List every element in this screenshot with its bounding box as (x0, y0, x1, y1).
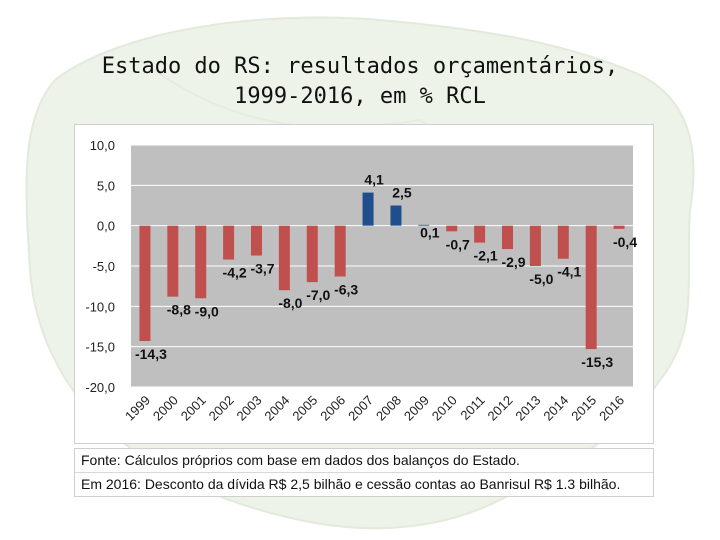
bar-2003 (251, 225, 262, 256)
x-tick-label-2010: 2010 (429, 393, 460, 424)
x-tick-label-2011: 2011 (457, 393, 487, 423)
data-label-2012: -2,9 (501, 254, 525, 270)
data-label-2010: -0,7 (446, 236, 470, 252)
data-label-2005: -7,0 (306, 287, 330, 303)
x-tick-label-2013: 2013 (512, 393, 543, 424)
x-tick-label-2003: 2003 (234, 393, 265, 424)
data-label-2004: -8,0 (278, 295, 302, 311)
data-label-2016: -0,4 (613, 234, 637, 250)
page-title: Estado do RS: resultados orçamentários, … (40, 52, 680, 112)
data-label-2013: -5,0 (529, 271, 553, 287)
x-tick-label-2001: 2001 (178, 393, 209, 424)
y-tick-label: -10,0 (85, 299, 115, 314)
bar-2013 (529, 225, 541, 266)
footnotes-table: Fonte: Cálculos próprios com base em dad… (74, 448, 654, 497)
x-tick-label-2000: 2000 (150, 393, 181, 424)
data-label-2001: -9,0 (195, 303, 219, 319)
y-tick-label: -20,0 (85, 380, 115, 395)
x-tick-label-2016: 2016 (596, 393, 627, 424)
bar-chart: 10,0 5,0 0,0 -5,0 -10,0 -15,0 -20,0 -14,3 -8,8 -9… (85, 138, 637, 424)
page-title-line-2: 1999-2016, em % RCL (234, 84, 486, 109)
page-title-line-1: Estado do RS: resultados orçamentários, (101, 54, 619, 79)
source-footnote: Fonte: Cálculos próprios com base em dad… (81, 452, 520, 468)
x-tick-label-2014: 2014 (540, 393, 571, 424)
bar-2004 (278, 225, 290, 291)
bar-2014 (557, 225, 569, 259)
x-tick-label-2012: 2012 (485, 393, 516, 424)
data-label-2006: -6,3 (334, 281, 358, 297)
bar-1999 (139, 225, 151, 342)
bar-2002 (223, 225, 235, 260)
bar-2009 (418, 224, 430, 226)
bar-2000 (167, 225, 179, 297)
bar-2008 (390, 205, 402, 226)
data-label-2003: -3,7 (250, 261, 274, 277)
data-label-2009: 0,1 (420, 225, 440, 241)
bar-2001 (195, 225, 207, 299)
data-label-2000: -8,8 (167, 302, 191, 318)
bar-2016 (613, 225, 625, 229)
y-tick-label: -5,0 (93, 259, 115, 274)
x-tick-label-2005: 2005 (289, 393, 320, 424)
note-2016-footnote: Em 2016: Desconto da dívida R$ 2,5 bilhã… (75, 472, 653, 496)
y-tick-label: -15,0 (85, 340, 115, 355)
bar-2012 (502, 225, 513, 250)
bar-2015 (585, 225, 597, 350)
x-tick-label-2015: 2015 (568, 393, 599, 424)
bar-2005 (306, 225, 318, 283)
x-tick-label-2009: 2009 (401, 393, 432, 424)
chart-container: 10,0 5,0 0,0 -5,0 -10,0 -15,0 -20,0 -14,3 -8,8 -9… (74, 124, 654, 444)
data-label-2008: 2,5 (392, 185, 412, 201)
x-tick-label-2008: 2008 (373, 393, 404, 424)
x-tick-label-2002: 2002 (206, 393, 237, 424)
data-label-2014: -4,1 (557, 264, 581, 280)
x-tick-label-2004: 2004 (261, 393, 292, 424)
data-label-2007: 4,1 (364, 172, 384, 188)
y-tick-label: 10,0 (90, 138, 115, 153)
bar-2010 (446, 225, 458, 232)
bar-2011 (474, 225, 486, 243)
y-tick-label: 0,0 (97, 219, 115, 234)
y-tick-label: 5,0 (97, 178, 115, 193)
x-tick-label-2007: 2007 (345, 393, 376, 424)
x-tick-label-1999: 1999 (122, 393, 153, 424)
data-label-2015: -15,3 (581, 354, 613, 370)
x-tick-label-2006: 2006 (317, 393, 348, 424)
bar-2007 (362, 192, 374, 226)
bar-2006 (334, 225, 346, 277)
data-label-2011: -2,1 (474, 248, 498, 264)
data-label-1999: -14,3 (135, 346, 167, 362)
data-label-2002: -4,2 (223, 265, 247, 281)
